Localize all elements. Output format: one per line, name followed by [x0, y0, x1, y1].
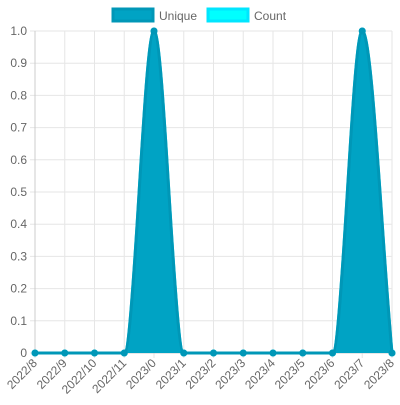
x-tick-label: 2023/3 — [212, 356, 248, 392]
x-tick-label: 2022/8 — [4, 356, 40, 392]
y-tick-label: 0.7 — [10, 121, 27, 135]
data-point — [358, 27, 366, 35]
data-point — [239, 349, 247, 357]
data-point — [150, 27, 158, 35]
data-point — [120, 349, 128, 357]
y-tick-label: 1.0 — [10, 24, 27, 38]
data-point — [299, 349, 307, 357]
y-tick-label: 0.9 — [10, 56, 27, 70]
legend-swatch — [111, 7, 155, 23]
data-point — [210, 349, 217, 357]
x-tick-label: 2023/8 — [361, 356, 397, 392]
x-tick-label: 2023/1 — [153, 356, 189, 392]
data-point — [61, 349, 69, 357]
x-axis: 2022/82022/92022/102022/112023/02023/120… — [4, 356, 397, 397]
y-tick-label: 0.6 — [10, 153, 27, 167]
series-layer — [31, 27, 396, 357]
grid-lines — [30, 30, 393, 358]
y-tick-label: 0.8 — [10, 88, 27, 102]
y-tick-label: 0.5 — [10, 185, 27, 199]
data-point — [91, 349, 98, 357]
x-tick-label: 2023/2 — [183, 356, 219, 392]
legend-label: Count — [254, 9, 287, 23]
x-tick-label: 2023/0 — [123, 356, 159, 392]
y-tick-label: 0 — [20, 346, 27, 360]
legend-item[interactable]: Count — [206, 7, 287, 23]
y-tick-label: 0.4 — [10, 217, 27, 231]
data-point — [329, 349, 336, 357]
y-tick-label: 0.3 — [10, 249, 27, 263]
x-tick-label: 2023/7 — [331, 356, 367, 392]
y-tick-label: 0.2 — [10, 282, 27, 296]
y-tick-label: 0.1 — [10, 314, 27, 328]
x-tick-label: 2023/4 — [242, 356, 278, 392]
data-point — [269, 349, 277, 357]
y-axis: 0 0.1 0.2 0.3 0.4 0.5 0.6 0.7 0.8 0.9 1.0 — [10, 24, 27, 360]
legend-label: Unique — [159, 9, 197, 23]
data-point — [388, 349, 396, 357]
x-tick-label: 2023/6 — [302, 356, 338, 392]
x-tick-label: 2023/5 — [272, 356, 308, 392]
legend-swatch — [206, 7, 250, 23]
series-area-unique — [35, 31, 392, 353]
data-point — [180, 349, 188, 357]
data-point — [31, 349, 39, 357]
legend-item[interactable]: Unique — [111, 7, 197, 23]
legend: Unique Count — [111, 7, 287, 23]
